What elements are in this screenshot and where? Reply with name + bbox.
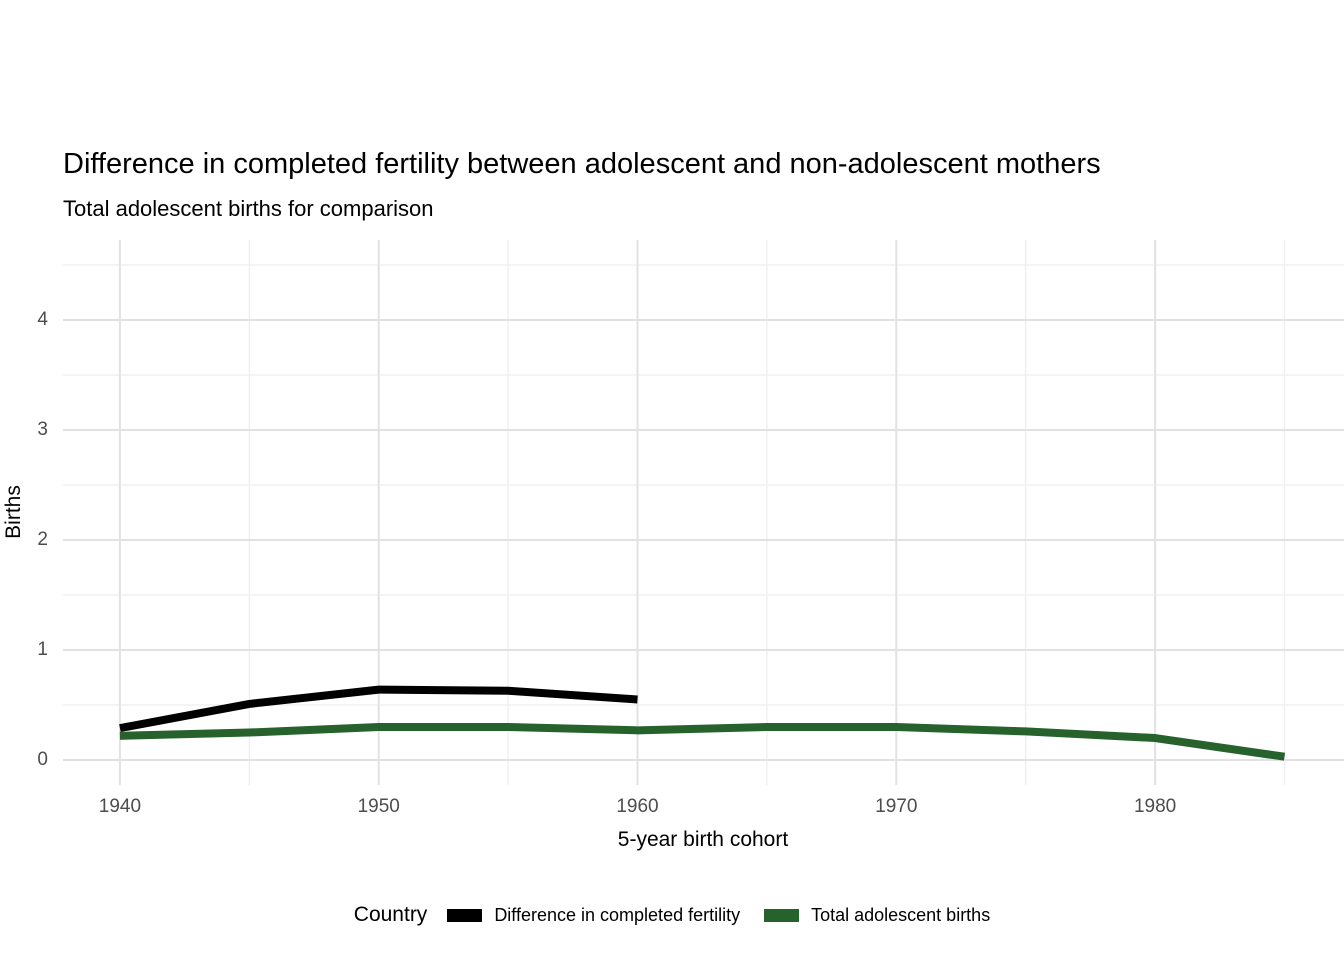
legend-title: Country [353, 903, 428, 926]
legend-swatch-black-icon [447, 908, 483, 922]
legend: Country Difference in completed fertilit… [0, 903, 1344, 927]
y-tick-label: 3 [37, 418, 48, 440]
legend-item-total: Total adolescent births [764, 905, 990, 926]
legend-item-difference: Difference in completed fertility [447, 905, 740, 926]
legend-label: Difference in completed fertility [494, 904, 741, 925]
series-line-difference-in-completed-fertility [119, 685, 638, 733]
chart-title: Difference in completed fertility betwee… [63, 148, 1101, 180]
x-tick-label: 1960 [616, 796, 659, 817]
y-tick-label: 1 [37, 639, 48, 660]
legend-swatch-green-icon [764, 908, 800, 922]
plot-panel [63, 240, 1344, 785]
x-tick-label: 1950 [357, 796, 400, 817]
x-axis-title: 5-year birth cohort [617, 828, 789, 851]
x-tick-label: 1940 [98, 796, 142, 817]
y-tick-label: 2 [37, 529, 48, 550]
chart-subtitle: Total adolescent births for comparison [63, 196, 434, 221]
x-tick-label: 1980 [1133, 796, 1177, 817]
x-tick-label: 1970 [875, 796, 918, 817]
series-line-total-adolescent-births [119, 723, 1286, 761]
y-tick-label: 4 [37, 308, 48, 330]
line-chart [63, 240, 1344, 785]
legend-label: Total adolescent births [811, 904, 991, 925]
y-tick-label: 0 [37, 749, 48, 771]
